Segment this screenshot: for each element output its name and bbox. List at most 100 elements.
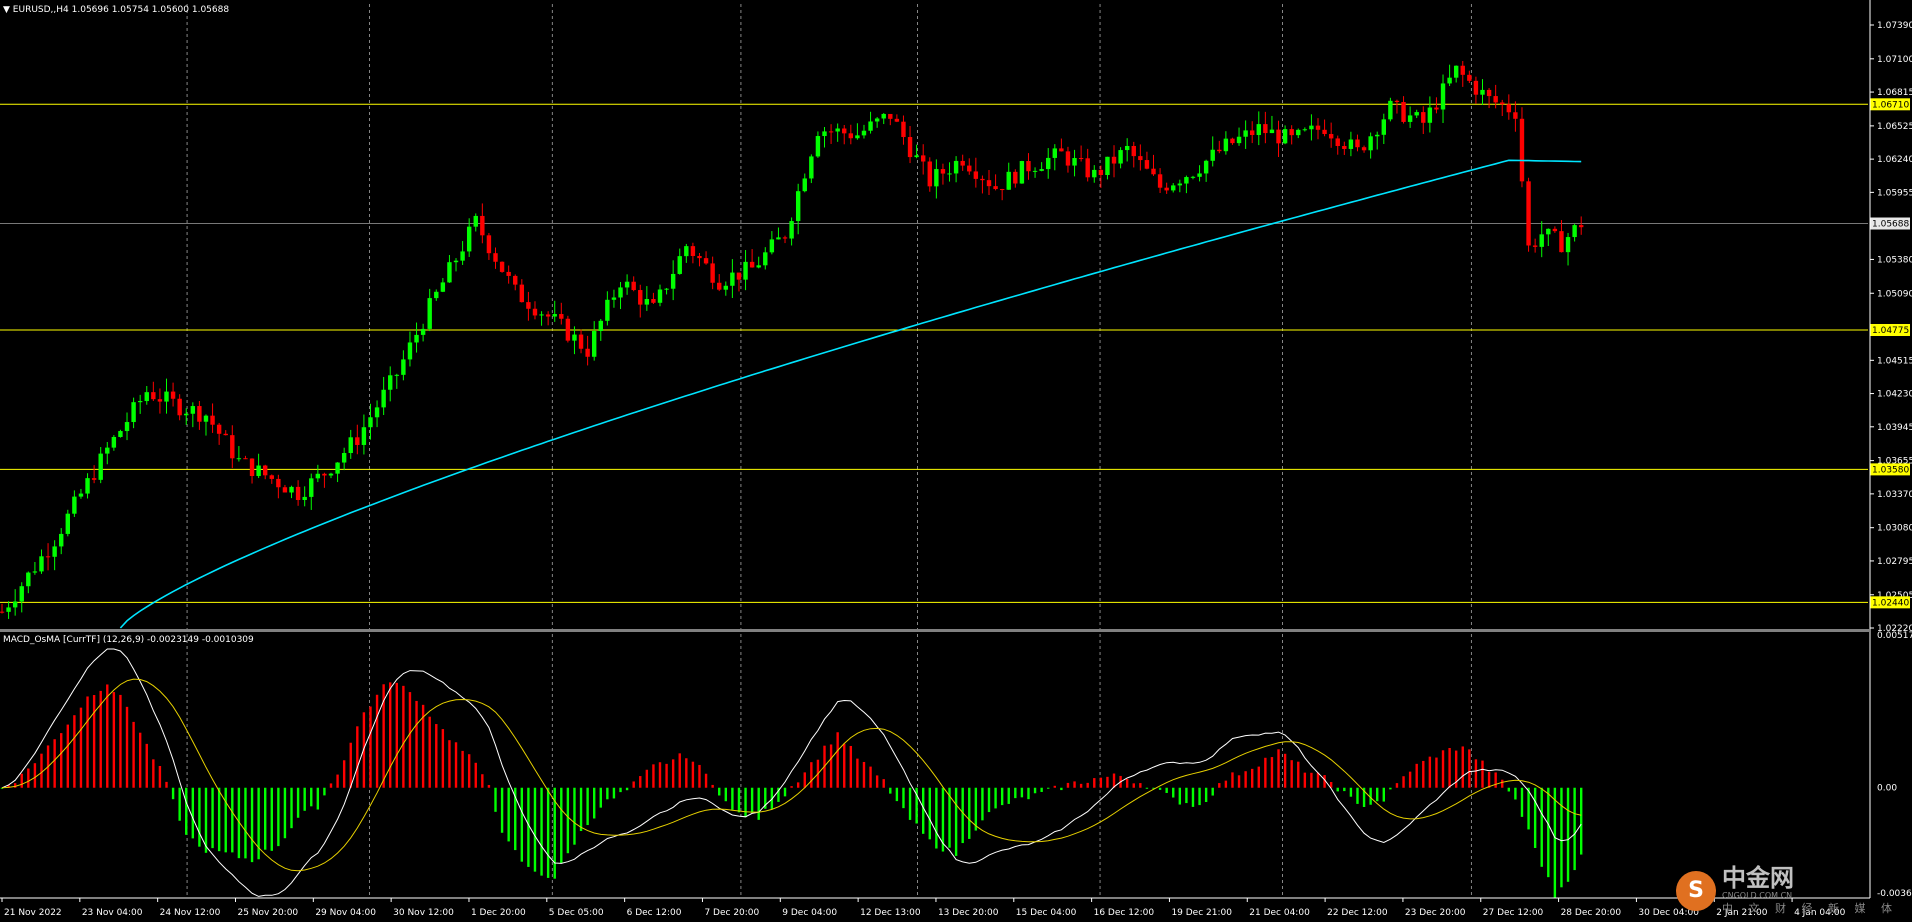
candle-body [703, 258, 709, 264]
osma-bar [204, 787, 208, 853]
candle-body [1078, 158, 1084, 160]
candle-body [1210, 149, 1215, 161]
osma-bar [612, 787, 616, 799]
osma-bar [53, 739, 56, 788]
osma-tick-label: 0.00 [1877, 784, 1897, 794]
osma-bar [461, 750, 464, 788]
candle-body [756, 265, 761, 268]
candle-body [401, 359, 406, 375]
watermark-tagline: 中 文 财 经 新 媒 体 [1722, 902, 1898, 915]
osma-bar [375, 694, 379, 788]
macd-line [1, 648, 1582, 897]
osma-bar [856, 758, 859, 788]
symbol-header: ▼ EURUSD,,H4 1.05696 1.05754 1.05600 1.0… [3, 5, 229, 15]
candle-body [1065, 151, 1071, 166]
osma-bar [1336, 787, 1339, 792]
candle-body [480, 215, 485, 236]
candle-body [184, 413, 189, 416]
osma-bar [217, 787, 221, 852]
osma-bar [639, 776, 642, 788]
candle-body [927, 161, 932, 187]
candle-body [65, 513, 70, 534]
candle-body [59, 533, 64, 547]
osma-bar [691, 761, 695, 788]
osma-bar [342, 760, 346, 788]
osma-bar [1007, 787, 1010, 804]
candle-body [1006, 171, 1011, 190]
candle-body [736, 272, 742, 280]
osma-bar [40, 753, 43, 788]
candle-body [506, 271, 511, 276]
osma-bar [527, 787, 530, 867]
candle-body [809, 156, 814, 179]
candle-body [111, 436, 117, 448]
osma-bar [764, 787, 767, 809]
osma-bar [1481, 760, 1484, 788]
candle-body [374, 407, 380, 418]
osma-bar [1185, 787, 1188, 804]
price-tags: 1.06710 1.04775 1.03580 1.02440 1.05688 [1870, 98, 1910, 609]
candle-body [1124, 145, 1130, 151]
osma-bar [849, 745, 853, 788]
osma-bar [1376, 787, 1379, 802]
candle-body [341, 453, 347, 463]
price-tag-box [1870, 323, 1910, 336]
osma-bar [369, 706, 372, 788]
candle-body [1453, 65, 1459, 78]
candle-body [1190, 176, 1196, 178]
osma-bar [500, 787, 504, 833]
osma-bar [448, 740, 451, 788]
candle-body [618, 287, 623, 298]
osma-bar [237, 787, 241, 859]
candle-body [72, 496, 77, 514]
candle-body [980, 178, 985, 181]
candle-body [131, 402, 136, 423]
osma-bar [1125, 778, 1129, 788]
candle-body [1579, 225, 1584, 228]
candle-body [1322, 129, 1327, 135]
osma-bar [902, 787, 905, 809]
candle-body [434, 291, 439, 299]
candle-body [203, 415, 209, 422]
osma-bar [928, 787, 931, 840]
osma-bar [152, 759, 155, 788]
candle-body [45, 556, 51, 558]
price-tick-label: 1.03945 [1877, 423, 1912, 433]
candle-body [624, 281, 630, 288]
candle-body [1407, 115, 1413, 122]
candle-body [1256, 124, 1261, 136]
candle-body [1026, 161, 1031, 172]
candles [0, 60, 1584, 619]
osma-bar [33, 763, 37, 788]
candle-body [1342, 146, 1347, 149]
candle-body [91, 478, 97, 480]
candle-body [743, 261, 748, 280]
osma-bar [1014, 787, 1017, 799]
ma-line [119, 159, 1582, 629]
osma-bar [869, 766, 872, 788]
osma-bar [211, 787, 214, 849]
time-tick-label: 25 Nov 20:00 [237, 908, 298, 918]
osma-bar [1573, 787, 1576, 871]
candle-body [144, 392, 149, 402]
candle-body [210, 415, 215, 425]
candle-body [1111, 156, 1117, 164]
candle-body [78, 493, 84, 497]
candle-body [355, 437, 360, 445]
candle-body [1236, 136, 1242, 144]
candle-body [999, 189, 1005, 191]
osma-bar [415, 700, 418, 788]
candle-body [407, 342, 413, 360]
osma-bar [408, 692, 412, 788]
osma-bar [593, 787, 596, 819]
candle-body [638, 290, 643, 305]
collapse-arrow-icon[interactable]: ▼ [3, 5, 10, 15]
osma-bar [1198, 787, 1201, 806]
candle-body [440, 282, 446, 292]
candle-body [1105, 156, 1110, 175]
time-tick-label: 24 Nov 12:00 [160, 908, 221, 918]
osma-bar [1580, 787, 1583, 855]
osma-bar [441, 729, 445, 788]
candle-body [1427, 107, 1433, 123]
